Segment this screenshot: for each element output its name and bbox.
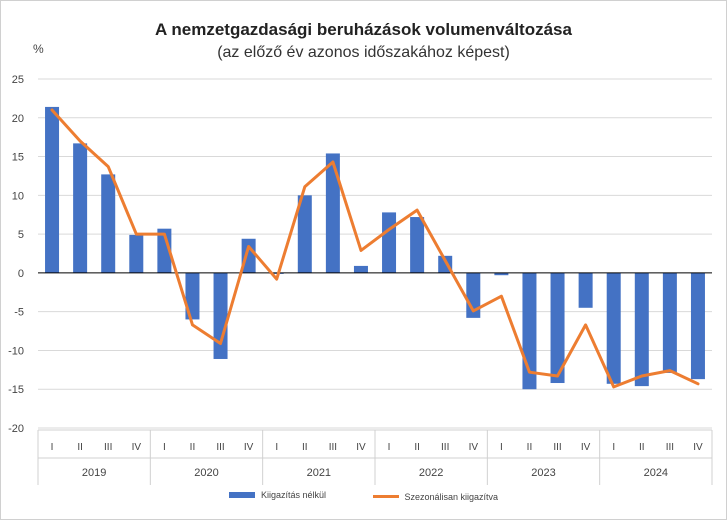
legend-label-line: Szezonálisan kiigazítva	[404, 491, 499, 502]
bar	[241, 238, 256, 273]
bar	[353, 265, 368, 273]
legend-item-bars: Kiigazítás nélkül	[228, 490, 326, 500]
y-tick-label: -20	[8, 423, 24, 435]
year-label: 2022	[419, 467, 443, 479]
x-tick-label: IV	[469, 442, 479, 453]
x-tick-label: I	[500, 442, 503, 453]
y-tick-label: -15	[8, 384, 24, 396]
legend-label-bars: Kiigazítás nélkül	[260, 490, 326, 500]
bar	[550, 272, 565, 384]
x-tick-label: II	[414, 442, 420, 453]
x-tick-label: III	[329, 442, 337, 453]
x-tick-label: I	[163, 442, 166, 453]
bar	[185, 272, 200, 320]
chart-subtitle: (az előző év azonos időszakához képest)	[217, 44, 510, 61]
x-tick-label: I	[612, 442, 615, 453]
y-axis-unit: %	[33, 42, 44, 56]
bar	[382, 212, 397, 273]
x-tick-label: I	[388, 442, 391, 453]
y-tick-label: -5	[14, 307, 24, 319]
legend-swatch-bar	[228, 492, 255, 498]
bar	[690, 272, 705, 380]
bar	[606, 272, 621, 384]
x-tick-label: III	[441, 442, 449, 453]
x-tick-label: IV	[132, 442, 142, 453]
chart-title: A nemzetgazdasági beruházások volumenvál…	[155, 20, 572, 39]
legend-item-line: Szezonálisan kiigazítva	[372, 491, 499, 502]
year-label: 2024	[644, 467, 668, 479]
x-tick-label: IV	[693, 442, 703, 453]
bar	[578, 272, 593, 308]
bar	[101, 174, 116, 273]
x-tick-label: III	[666, 442, 674, 453]
year-label: 2021	[307, 467, 331, 479]
bar	[157, 228, 172, 273]
bar	[325, 153, 340, 273]
bar	[297, 195, 312, 273]
y-tick-label: -10	[8, 345, 24, 357]
y-tick-label: 15	[12, 152, 24, 164]
x-tick-label: II	[639, 442, 645, 453]
x-tick-label: IV	[581, 442, 591, 453]
x-tick-label: IV	[356, 442, 366, 453]
x-tick-label: II	[302, 442, 308, 453]
bar	[213, 272, 228, 359]
bar	[73, 143, 88, 273]
bar	[410, 217, 425, 273]
y-tick-label: 0	[18, 268, 24, 280]
legend-swatch-line	[372, 495, 399, 498]
x-tick-label: III	[553, 442, 561, 453]
bar	[662, 272, 677, 373]
y-tick-label: 5	[18, 229, 24, 241]
y-tick-label: 10	[12, 190, 24, 202]
x-tick-label: IV	[244, 442, 254, 453]
y-tick-label: 20	[12, 113, 24, 125]
bar	[129, 234, 144, 273]
year-label: 2023	[531, 467, 555, 479]
x-tick-label: I	[275, 442, 278, 453]
x-tick-label: II	[190, 442, 196, 453]
bar	[494, 272, 509, 276]
series-line	[50, 108, 700, 389]
x-tick-label: III	[104, 442, 112, 453]
x-tick-label: II	[77, 442, 83, 453]
legend: Kiigazítás nélkül Szezonálisan kiigazítv…	[0, 490, 727, 502]
year-label: 2020	[194, 467, 218, 479]
bar	[45, 106, 60, 273]
x-tick-label: III	[216, 442, 224, 453]
x-tick-label: II	[527, 442, 533, 453]
y-tick-label: 25	[12, 74, 24, 86]
bar	[634, 272, 649, 387]
year-label: 2019	[82, 467, 106, 479]
x-tick-label: I	[51, 442, 54, 453]
